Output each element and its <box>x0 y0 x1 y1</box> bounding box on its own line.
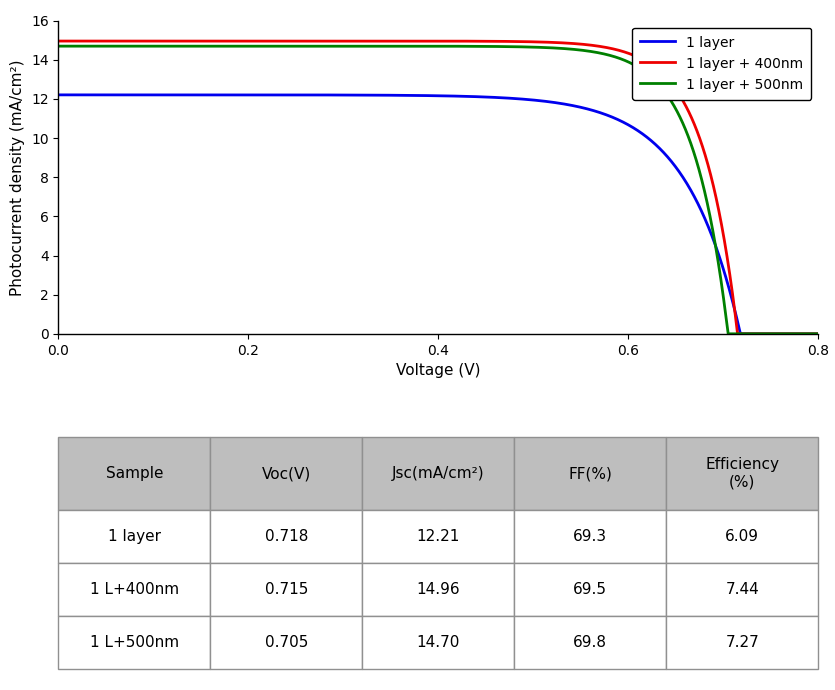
X-axis label: Voltage (V): Voltage (V) <box>396 363 481 378</box>
Line: 1 layer + 500nm: 1 layer + 500nm <box>58 46 835 334</box>
1 layer <box>666 158 676 166</box>
1 layer + 400nm <box>94 37 104 45</box>
1 layer + 400nm <box>666 80 676 88</box>
1 layer <box>810 330 820 338</box>
1 layer + 400nm <box>832 330 835 338</box>
1 layer <box>412 91 422 99</box>
1 layer + 400nm <box>53 37 63 45</box>
Line: 1 layer + 400nm: 1 layer + 400nm <box>58 41 835 334</box>
1 layer + 500nm <box>433 42 443 50</box>
1 layer <box>53 90 63 99</box>
Y-axis label: Photocurrent density (mA/cm²): Photocurrent density (mA/cm²) <box>10 59 25 295</box>
1 layer <box>810 330 820 338</box>
1 layer + 400nm <box>810 330 820 338</box>
1 layer + 400nm <box>810 330 820 338</box>
1 layer + 500nm <box>94 42 104 50</box>
1 layer + 500nm <box>723 330 733 338</box>
1 layer <box>94 90 104 99</box>
1 layer + 400nm <box>412 37 422 46</box>
1 layer + 500nm <box>810 330 820 338</box>
1 layer + 500nm <box>832 330 835 338</box>
Legend: 1 layer, 1 layer + 400nm, 1 layer + 500nm: 1 layer, 1 layer + 400nm, 1 layer + 500n… <box>632 28 812 100</box>
1 layer + 400nm <box>733 330 743 338</box>
1 layer + 400nm <box>433 37 443 46</box>
Line: 1 layer: 1 layer <box>58 95 835 334</box>
1 layer + 500nm <box>53 42 63 50</box>
1 layer <box>832 330 835 338</box>
1 layer + 500nm <box>666 98 676 106</box>
1 layer + 500nm <box>810 330 820 338</box>
1 layer + 500nm <box>412 42 422 50</box>
1 layer <box>433 92 443 100</box>
1 layer <box>736 330 746 338</box>
